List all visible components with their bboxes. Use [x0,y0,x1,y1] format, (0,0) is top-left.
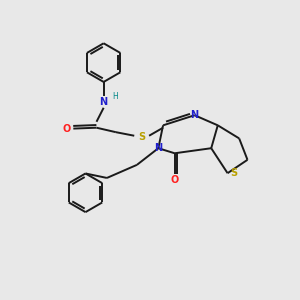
Text: N: N [190,110,199,120]
Text: H: H [112,92,118,101]
Text: S: S [138,132,145,142]
Text: N: N [154,143,162,153]
Text: N: N [100,97,108,107]
Text: S: S [231,168,238,178]
Text: O: O [63,124,71,134]
Text: O: O [170,175,179,185]
